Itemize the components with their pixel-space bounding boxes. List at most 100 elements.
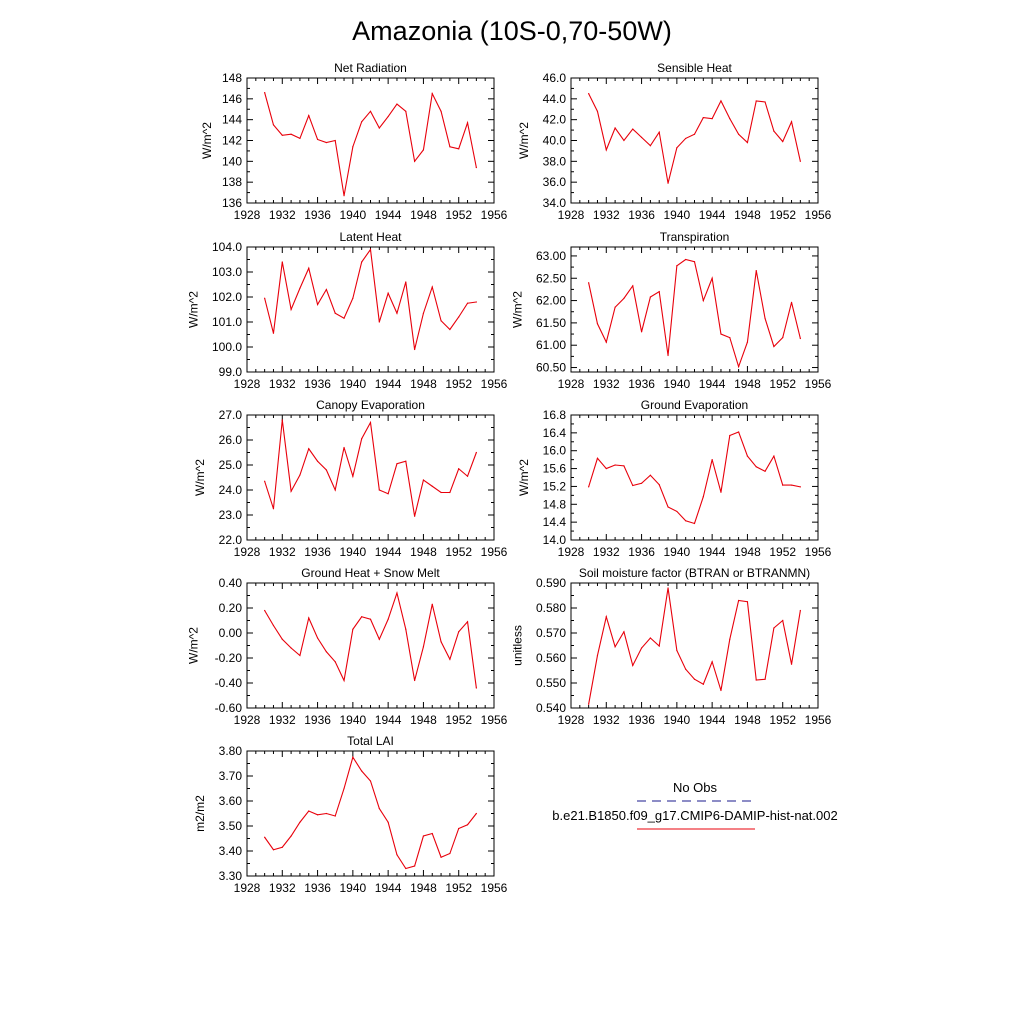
data-point [396,592,398,594]
data-point [272,124,275,126]
x-tick-label: 1932 [593,545,620,559]
y-tick-label: 102.0 [212,290,242,304]
data-point [458,468,460,470]
x-tick-label: 1956 [805,208,832,222]
data-point [308,114,310,117]
data-point [720,100,722,102]
data-point [623,631,625,633]
x-tick-label: 1932 [593,377,620,391]
y-tick-label: 0.540 [536,701,566,715]
data-point [632,484,634,487]
data-point [378,127,380,129]
data-point [352,297,354,299]
panel-title: Total LAI [347,734,394,748]
data-point [667,354,669,357]
x-tick-label: 1932 [269,377,296,391]
panel-title: Soil moisture factor (BTRAN or BTRANMN) [579,566,810,580]
panel-title: Sensible Heat [657,61,732,75]
y-axis-label: W/m^2 [193,459,207,496]
data-point [299,287,301,289]
x-tick-label: 1948 [734,545,761,559]
y-tick-label: 61.50 [536,316,566,330]
data-point [308,448,310,450]
data-point [475,451,477,454]
data-point [702,683,704,685]
data-point [729,337,731,339]
panel-sensible-heat: Sensible Heat 1928 1932 1936 1940 1944 1948 195… [517,61,831,222]
data-point [596,110,599,112]
data-point [334,815,336,817]
data-point [799,160,801,162]
main-title: Amazonia (10S-0,70-50W) [352,16,672,46]
data-point [764,470,766,472]
y-tick-label: 99.0 [219,365,243,379]
data-point [605,467,607,470]
data-point [308,810,310,812]
x-tick-label: 1944 [699,545,726,559]
x-tick-label: 1932 [269,208,296,222]
data-point [414,865,416,867]
y-tick-label: 42.0 [543,113,567,127]
y-tick-label: 0.00 [219,626,243,640]
data-point [325,288,327,291]
x-tick-label: 1932 [593,208,620,222]
data-point [334,489,336,491]
data-point [640,647,643,649]
y-tick-label: 14.8 [543,497,567,511]
data-point [281,134,283,136]
data-point [378,638,380,640]
x-tick-label: 1932 [269,881,296,895]
data-point [299,137,301,140]
panel-title: Net Radiation [334,61,407,75]
y-tick-label: 61.00 [536,338,566,352]
x-tick-label: 1944 [375,545,402,559]
x-tick-label: 1936 [628,545,655,559]
y-tick-label: 16.8 [543,408,567,422]
data-point [396,312,398,314]
x-tick-label: 1952 [445,713,472,727]
data-point [693,678,696,680]
data-point [764,101,766,103]
y-tick-label: 62.50 [536,271,566,285]
data-point [596,323,599,325]
x-tick-label: 1956 [481,545,508,559]
data-point [449,146,451,148]
data-point [316,814,319,816]
data-point [369,421,372,424]
data-point [755,679,757,681]
data-point [290,647,292,649]
data-point [449,491,451,494]
data-point [325,651,327,653]
x-tick-label: 1948 [734,208,761,222]
data-point [334,661,336,663]
data-point [369,110,372,112]
data-point [466,621,469,623]
data-point [640,136,643,138]
data-point [632,285,634,287]
data-point [290,835,292,837]
x-tick-label: 1952 [769,377,796,391]
x-tick-label: 1936 [304,545,331,559]
data-point [729,638,731,640]
data-point [387,618,389,620]
data-point [290,308,292,311]
y-tick-label: 60.50 [536,361,566,375]
x-tick-label: 1952 [769,713,796,727]
data-point [711,661,713,663]
x-tick-label: 1944 [375,881,402,895]
data-point [405,281,407,283]
y-tick-label: -0.40 [215,676,243,690]
legend: No Obs b.e21.B1850.f09_g17.CMIP6-DAMIP-h… [552,780,838,830]
panel-title: Canopy Evaporation [316,398,425,412]
x-tick-label: 1948 [734,377,761,391]
data-point [475,812,477,815]
y-tick-label: 3.80 [219,744,243,758]
y-axis-label: W/m^2 [187,627,201,664]
data-point [667,506,669,508]
x-tick-label: 1948 [410,545,437,559]
data-point [281,261,283,263]
data-point [702,116,704,119]
panel-ground-evaporation: Ground Evaporation 1928 1932 1936 1940 1944 19… [517,398,831,559]
data-point [414,679,416,682]
x-tick-label: 1948 [410,713,437,727]
